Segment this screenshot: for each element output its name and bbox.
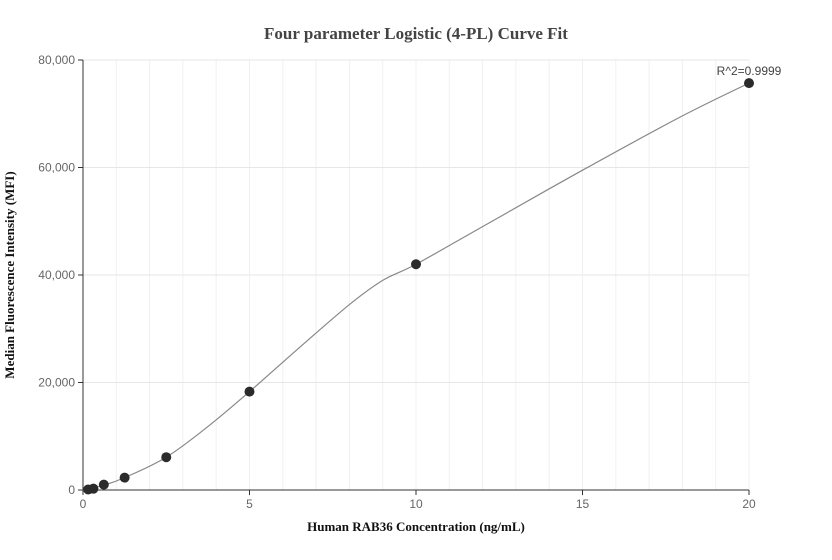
data-point [411, 259, 421, 270]
data-point [119, 472, 130, 483]
x-tick-label: 20 [742, 497, 756, 511]
x-axis-title: Human RAB36 Concentration (ng/mL) [307, 519, 525, 534]
y-tick-label: 60,000 [38, 161, 75, 175]
y-tick-label: 40,000 [38, 268, 75, 282]
y-tick-label: 0 [68, 483, 75, 497]
data-point [88, 483, 99, 494]
y-axis-title: Median Fluorescence Intensity (MFI) [2, 171, 17, 378]
x-tick-label: 15 [576, 497, 590, 511]
y-axis-ticks: 0 20,000 40,000 60,000 80,000 [38, 53, 83, 497]
data-point [98, 479, 109, 490]
y-tick-label: 20,000 [38, 376, 75, 390]
y-tick-label: 80,000 [38, 53, 75, 67]
chart-title: Four parameter Logistic (4-PL) Curve Fit [264, 24, 568, 43]
x-axis-ticks: 0 5 10 15 20 [80, 490, 756, 511]
x-tick-label: 0 [80, 497, 87, 511]
fit-curve-line [82, 82, 750, 491]
data-point [244, 386, 255, 397]
x-tick-label: 5 [246, 497, 253, 511]
r-squared-label: R^2=0.9999 [717, 64, 782, 78]
grid [82, 59, 750, 491]
data-point [161, 452, 172, 463]
data-point [744, 78, 754, 89]
series [82, 78, 754, 495]
x-tick-label: 10 [409, 497, 423, 511]
